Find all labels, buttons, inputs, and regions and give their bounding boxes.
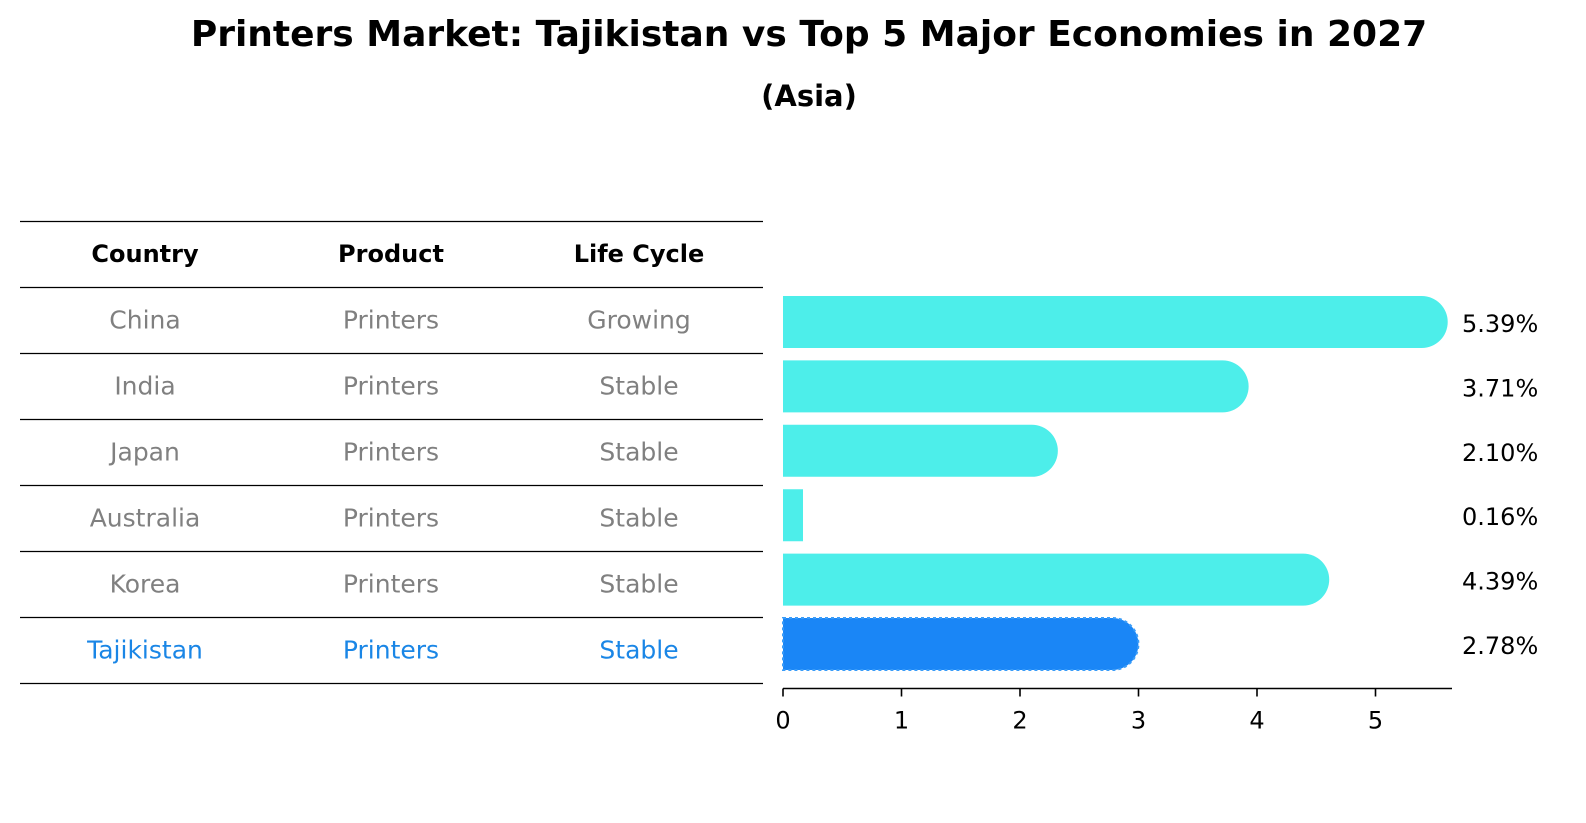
table-cell: Printers [343, 438, 439, 467]
bar-korea [783, 553, 1330, 606]
bar-china [783, 296, 1448, 348]
table-cell: Australia [90, 504, 201, 533]
bar-value-label: 3.71% [1462, 374, 1538, 402]
x-tick-label: 4 [1249, 707, 1264, 735]
table-cell: Printers [343, 636, 439, 665]
table-cell: Korea [110, 570, 181, 599]
bar-chart: 5.39% 3.71% 2.10% 0.16% 4.39% 2.78% [782, 296, 1538, 671]
bar-australia [783, 489, 803, 542]
table-cell: Printers [343, 372, 439, 401]
x-tick-label: 1 [894, 707, 909, 735]
bar-india [783, 360, 1249, 413]
bar-value-label: 4.39% [1462, 568, 1538, 596]
table-header-country: Country [91, 240, 199, 268]
table-cell: India [114, 372, 175, 401]
x-tick-label: 3 [1131, 707, 1146, 735]
table-header-product: Product [338, 240, 444, 268]
table-cell: Printers [343, 504, 439, 533]
bar-japan [783, 424, 1058, 477]
bar-value-label: 2.10% [1462, 439, 1538, 467]
table-cell: Stable [599, 636, 678, 665]
table-header-life-cycle: Life Cycle [574, 240, 705, 268]
table-cell: Printers [343, 570, 439, 599]
table-cell: Stable [599, 570, 678, 599]
chart-subtitle: (Asia) [761, 79, 857, 113]
bar-tajikistan [782, 617, 1140, 671]
x-tick-label: 5 [1368, 707, 1383, 735]
table-cell: Printers [343, 306, 439, 335]
bar-value-label: 0.16% [1462, 503, 1538, 531]
table-cell: Japan [108, 438, 180, 467]
table-cell: Stable [599, 372, 678, 401]
x-axis: 0 1 2 3 4 5 [775, 687, 1452, 735]
x-tick-label: 2 [1012, 707, 1027, 735]
bar-value-label: 2.78% [1462, 632, 1538, 660]
life-cycle-table: Country Product Life Cycle China Printers Gro… [20, 220, 763, 685]
x-tick-label: 0 [775, 707, 790, 735]
table-cell: Tajikistan [86, 636, 203, 665]
chart-title: Printers Market: Tajikistan vs Top 5 Maj… [190, 14, 1428, 55]
table-cell: Stable [599, 504, 678, 533]
bar-value-label: 5.39% [1462, 310, 1538, 338]
table-cell: Stable [599, 438, 678, 467]
table-cell: Growing [587, 306, 691, 335]
table-cell: China [109, 306, 180, 335]
